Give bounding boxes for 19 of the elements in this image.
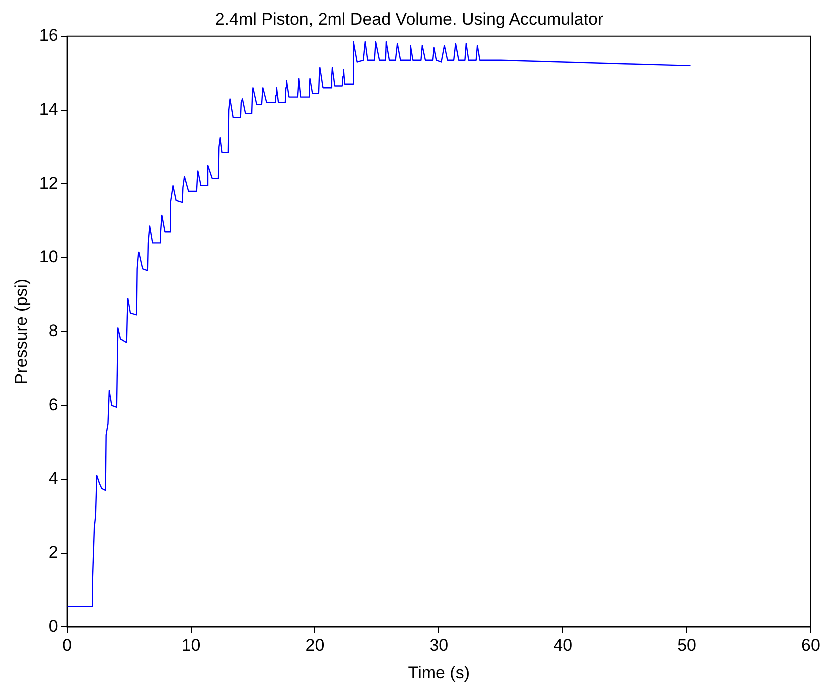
y-tick-label: 16 — [39, 26, 58, 46]
y-tick-label: 0 — [48, 616, 58, 636]
x-tick-label: 10 — [182, 636, 201, 656]
x-tick-label: 60 — [802, 636, 820, 656]
y-tick-label: 8 — [48, 321, 58, 340]
x-tick-label: 20 — [306, 636, 325, 656]
y-tick-label: 6 — [48, 395, 58, 414]
x-tick-label: 40 — [554, 636, 573, 656]
x-tick-label: 30 — [430, 636, 449, 656]
x-tick-label: 50 — [678, 636, 697, 656]
x-tick-label: 0 — [62, 636, 72, 656]
y-tick-label: 10 — [39, 248, 58, 267]
y-axis-title: Pressure (psi) — [12, 278, 31, 385]
y-tick-label: 14 — [39, 100, 58, 119]
x-axis-title: Time (s) — [408, 663, 470, 682]
y-tick-label: 4 — [48, 469, 58, 488]
y-tick-label: 2 — [48, 543, 58, 562]
chart-title: 2.4ml Piston, 2ml Dead Volume. Using Accumulator — [215, 10, 604, 29]
y-tick-label: 12 — [39, 174, 58, 193]
